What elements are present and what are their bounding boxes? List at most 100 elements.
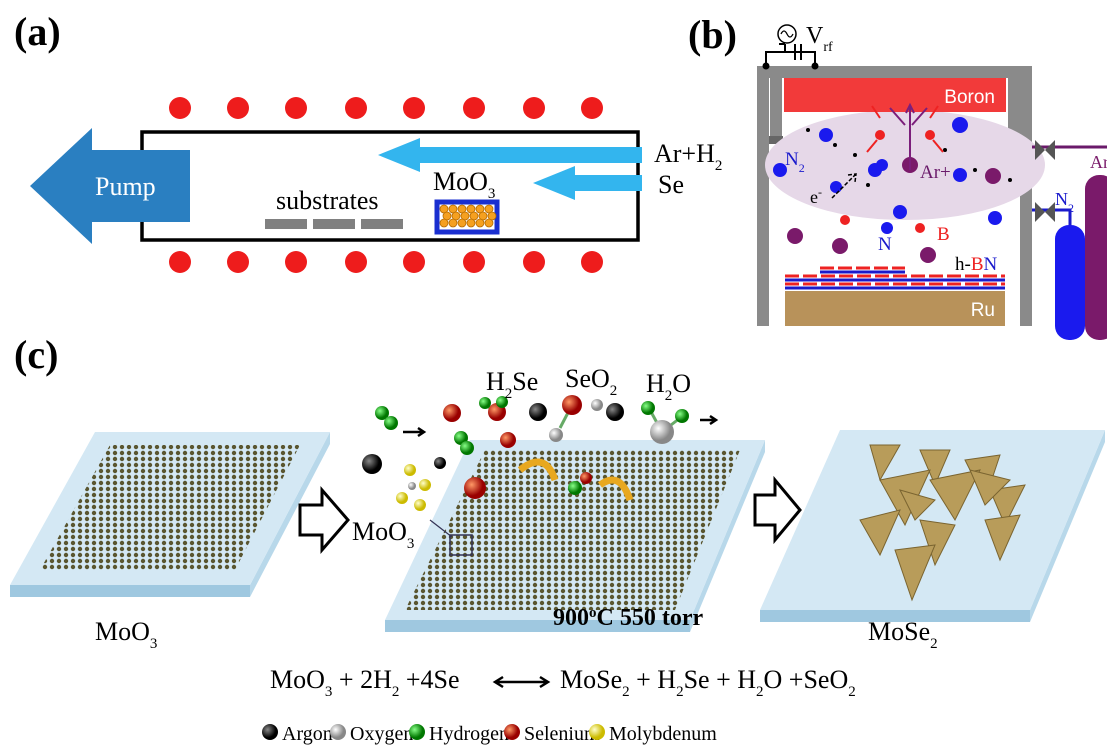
legend-swatch — [330, 724, 346, 740]
shape — [1008, 78, 1020, 136]
text-part: MoO — [270, 665, 325, 694]
particle — [840, 215, 850, 225]
text-part: 2 — [1068, 201, 1074, 215]
text-part: Se — [512, 367, 538, 396]
atom — [606, 403, 624, 421]
gas-label: Ar+H2 — [654, 139, 722, 174]
particle — [819, 128, 833, 142]
particle — [875, 130, 885, 140]
legend-swatch — [504, 724, 520, 740]
electron — [1008, 178, 1012, 182]
heater — [345, 97, 367, 119]
text-part: C 550 torr — [597, 605, 704, 631]
heater — [169, 97, 191, 119]
gas-label: Se — [658, 170, 684, 199]
atom — [529, 403, 547, 421]
terminal — [812, 63, 819, 70]
text-part: 2 — [392, 684, 400, 700]
state-label: MoSe2 — [868, 617, 938, 652]
text-part: h- — [955, 254, 971, 275]
equation-left: MoO3 + 2H2 +4Se — [270, 665, 460, 700]
shape — [10, 585, 250, 597]
particle — [876, 159, 888, 171]
atom — [549, 428, 563, 442]
atom — [500, 432, 516, 448]
legend-label: Selenium — [524, 723, 600, 745]
text-part: SeO — [565, 364, 610, 393]
electron — [866, 183, 870, 187]
atom — [419, 479, 431, 491]
particle — [953, 168, 967, 182]
shape — [770, 78, 782, 136]
text-part: B — [971, 254, 984, 275]
text-part: O — [672, 369, 691, 398]
powder-grain — [467, 219, 475, 227]
text-part: MoSe — [868, 617, 930, 646]
text-part: MoSe — [560, 665, 622, 694]
heater — [463, 97, 485, 119]
substrate — [265, 219, 307, 229]
substrate — [361, 219, 403, 229]
atom — [580, 472, 592, 484]
terminal — [763, 63, 770, 70]
particle — [893, 205, 907, 219]
heater — [403, 251, 425, 273]
text-part: - — [818, 185, 822, 199]
molecule-label: H2Se — [486, 367, 538, 402]
panel-label: (c) — [14, 332, 58, 377]
atom — [396, 492, 408, 504]
heater — [285, 251, 307, 273]
particle — [915, 223, 925, 233]
process-arrow — [300, 490, 348, 550]
text-part: 2 — [930, 636, 938, 652]
text-part: 3 — [150, 636, 158, 652]
heater — [581, 251, 603, 273]
text-part: 2 — [622, 684, 630, 700]
source-label: MoO3 — [433, 167, 495, 202]
atom — [568, 481, 582, 495]
heaters — [169, 97, 603, 273]
equilibrium-arrow — [495, 677, 548, 687]
legend-label: Argon — [282, 723, 333, 745]
atom — [562, 395, 582, 415]
molecule-label: MoO3 — [352, 517, 414, 552]
particle — [920, 247, 936, 263]
powder-grain — [440, 219, 448, 227]
electron — [853, 153, 857, 157]
substrates-label: substrates — [276, 186, 379, 215]
text-part: MoO — [433, 167, 488, 196]
text-part: 2 — [665, 388, 673, 404]
heater — [285, 97, 307, 119]
atom — [404, 464, 416, 476]
shape — [1020, 66, 1032, 326]
particle — [830, 181, 842, 193]
powder-grain — [458, 219, 466, 227]
shape — [757, 66, 1032, 78]
atom — [650, 420, 674, 444]
text-part: MoO — [352, 517, 407, 546]
hbn-label: h-BN — [955, 254, 998, 275]
particle — [952, 117, 968, 133]
text-part: N — [984, 254, 998, 275]
text-part: + 2H — [332, 665, 392, 694]
powder-grain — [449, 219, 457, 227]
text-part: rf — [823, 40, 833, 55]
heater — [523, 251, 545, 273]
heater — [227, 97, 249, 119]
atom — [591, 399, 603, 411]
n2-cylinder — [1055, 225, 1085, 340]
text-part: e — [810, 187, 818, 207]
powder-grain — [476, 219, 484, 227]
process-arrow — [755, 480, 800, 540]
heater — [403, 97, 425, 119]
text-part: 2 — [610, 383, 618, 399]
heater — [227, 251, 249, 273]
particle — [988, 211, 1002, 225]
text-part: 2 — [715, 158, 723, 174]
atom — [384, 416, 398, 430]
text-part: 2 — [676, 684, 684, 700]
text-part: 900 — [553, 605, 589, 631]
molecule-label: H2O — [646, 369, 691, 404]
flow-arrow — [378, 138, 642, 172]
legend-label: Oxygen — [350, 723, 413, 745]
